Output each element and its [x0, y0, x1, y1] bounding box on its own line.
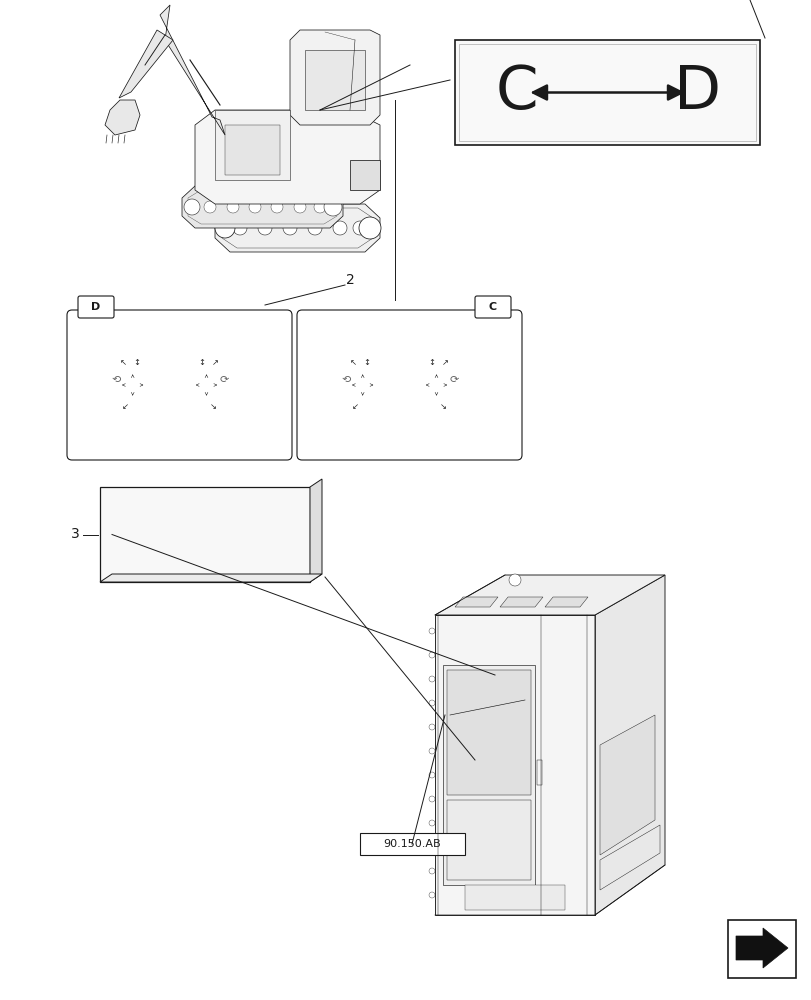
Circle shape [428, 748, 435, 754]
Bar [182, 380, 191, 392]
Polygon shape [119, 30, 173, 98]
Circle shape [428, 820, 435, 826]
Circle shape [184, 199, 200, 215]
FancyBboxPatch shape [474, 296, 510, 318]
Polygon shape [446, 670, 530, 795]
FancyBboxPatch shape [297, 310, 521, 460]
Polygon shape [500, 597, 543, 607]
Circle shape [428, 796, 435, 802]
Text: D: D [674, 63, 721, 122]
Polygon shape [599, 715, 654, 855]
Polygon shape [544, 597, 587, 607]
Text: 2: 2 [345, 273, 354, 287]
Polygon shape [599, 825, 659, 890]
Text: ↕: ↕ [134, 358, 140, 367]
Polygon shape [290, 30, 380, 125]
Polygon shape [435, 575, 664, 615]
Polygon shape [735, 928, 787, 968]
Bar [170, 380, 179, 392]
Circle shape [227, 201, 238, 213]
Text: D: D [92, 302, 101, 312]
Text: ↘: ↘ [210, 402, 217, 411]
Circle shape [428, 700, 435, 706]
Text: ⟳: ⟳ [220, 375, 229, 385]
Text: C: C [495, 63, 538, 122]
Text: 3: 3 [71, 528, 79, 542]
Polygon shape [454, 597, 497, 607]
Bar [454, 40, 759, 145]
Circle shape [283, 221, 297, 235]
Circle shape [258, 221, 272, 235]
Polygon shape [310, 479, 322, 582]
Text: ↖: ↖ [120, 358, 127, 367]
Circle shape [307, 221, 322, 235]
Bar [727, 920, 795, 978]
Polygon shape [195, 110, 380, 204]
Text: ↙: ↙ [122, 402, 129, 411]
Polygon shape [443, 665, 534, 885]
Circle shape [428, 724, 435, 730]
Circle shape [428, 676, 435, 682]
Circle shape [353, 221, 367, 235]
Circle shape [294, 201, 306, 213]
FancyBboxPatch shape [67, 310, 292, 460]
Bar [446, 800, 530, 880]
Polygon shape [305, 50, 365, 110]
Polygon shape [435, 615, 594, 915]
Text: ↕: ↕ [428, 358, 435, 367]
Circle shape [271, 201, 283, 213]
Circle shape [314, 201, 325, 213]
Text: ⟲: ⟲ [341, 375, 350, 385]
Circle shape [428, 868, 435, 874]
Polygon shape [160, 5, 225, 135]
Circle shape [428, 628, 435, 634]
Text: ↕: ↕ [363, 358, 371, 367]
Circle shape [428, 772, 435, 778]
FancyBboxPatch shape [78, 296, 114, 318]
Text: ↘: ↘ [440, 402, 447, 411]
Bar [359, 833, 465, 855]
Text: 1: 1 [744, 0, 753, 2]
Text: ⟳: ⟳ [449, 375, 459, 385]
Text: 90.150.AB: 90.150.AB [383, 839, 440, 849]
Bar [465, 885, 564, 910]
Circle shape [249, 201, 260, 213]
Polygon shape [350, 160, 380, 190]
Text: ⟲: ⟲ [112, 375, 121, 385]
Circle shape [204, 201, 216, 213]
Text: ↖: ↖ [350, 358, 357, 367]
Polygon shape [215, 204, 380, 252]
Polygon shape [594, 575, 664, 915]
Polygon shape [182, 186, 342, 228]
Circle shape [428, 892, 435, 898]
Circle shape [428, 844, 435, 850]
Circle shape [333, 221, 346, 235]
Circle shape [358, 217, 380, 239]
Bar [100, 487, 310, 582]
Bar [225, 125, 280, 175]
Bar [536, 760, 541, 785]
Circle shape [324, 198, 341, 216]
Bar [412, 380, 421, 392]
Circle shape [215, 218, 234, 238]
Text: ↙: ↙ [351, 402, 358, 411]
Polygon shape [215, 110, 290, 180]
Text: C: C [488, 302, 496, 312]
Text: ↗: ↗ [212, 358, 219, 367]
Polygon shape [100, 574, 322, 582]
Bar [458, 44, 755, 141]
Bar [400, 380, 409, 392]
Circle shape [428, 652, 435, 658]
Circle shape [508, 574, 521, 586]
Polygon shape [105, 100, 139, 135]
Text: ↕: ↕ [198, 358, 205, 367]
Text: ↗: ↗ [441, 358, 448, 367]
Circle shape [233, 221, 247, 235]
